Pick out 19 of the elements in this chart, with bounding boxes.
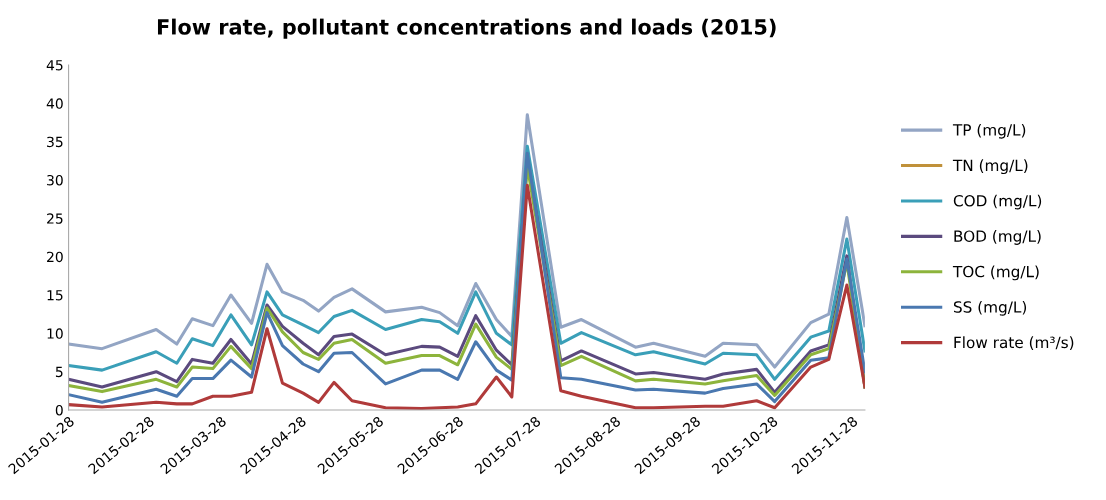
y-tick-label: 30	[47, 174, 63, 186]
y-tick-label: 5	[55, 366, 63, 378]
legend-label: BOD (mg/L)	[954, 230, 1041, 245]
legend-label: TN (mg/L)	[952, 159, 1028, 175]
y-tick-label: 20	[47, 251, 63, 263]
legend-label: TOC (mg/L)	[952, 265, 1039, 281]
chart-title: Flow rate, pollutant concentrations and loads (2015)	[157, 18, 776, 39]
y-tick-label: 10	[47, 328, 63, 339]
legend-label: COD (mg/L)	[953, 194, 1042, 210]
y-tick-label: 25	[47, 213, 63, 224]
line-series	[68, 113, 865, 369]
y-tick-label: 40	[46, 98, 63, 109]
y-tick-label: 35	[47, 136, 63, 148]
y-tick-label: 15	[47, 290, 63, 301]
legend-label: Flow rate (m³/s)	[954, 336, 1074, 350]
legend-label: TP (mg/L)	[952, 123, 1026, 139]
y-tick-label: 0	[55, 404, 63, 416]
y-tick-label: 45	[46, 60, 63, 71]
legend-label: SS (mg/L)	[953, 300, 1027, 316]
